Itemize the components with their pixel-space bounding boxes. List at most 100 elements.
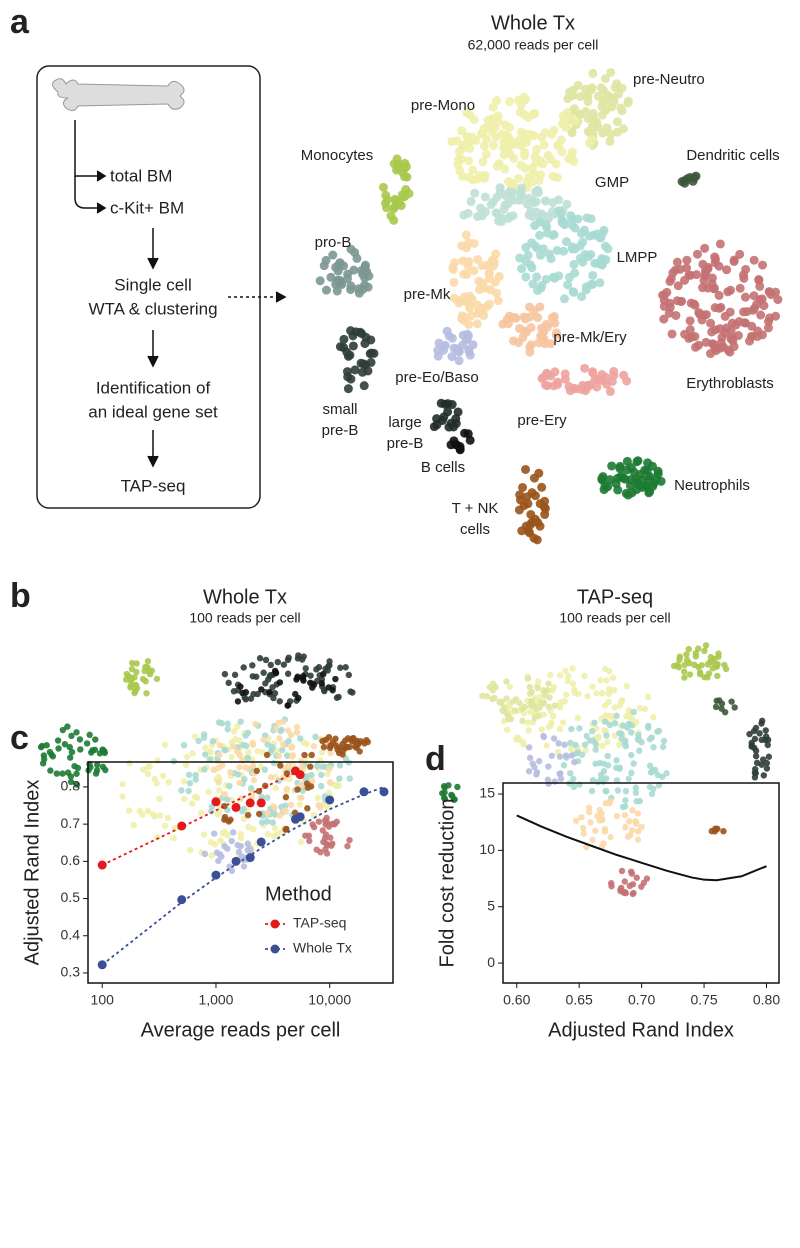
umap-point: [650, 714, 657, 721]
umap-point: [559, 246, 569, 256]
umap-point: [728, 698, 735, 705]
umap-point: [721, 708, 729, 716]
umap-point: [627, 868, 635, 875]
umap-point: [254, 690, 261, 698]
umap-point: [219, 830, 226, 837]
umap-point: [488, 197, 498, 207]
umap-point: [577, 292, 587, 302]
umap-point: [480, 283, 490, 293]
umap-point: [272, 784, 279, 792]
umap-point: [616, 741, 623, 749]
umap-point: [545, 723, 553, 731]
umap-point: [284, 670, 292, 677]
cluster-label: pre-Mk/Ery: [553, 329, 627, 346]
umap-point: [325, 663, 332, 670]
umap-point: [213, 849, 221, 856]
umap-point: [283, 752, 291, 759]
umap-point: [584, 138, 594, 148]
umap-point: [755, 281, 765, 291]
umap-point: [127, 674, 135, 682]
umap-point: [546, 339, 556, 349]
umap-point: [632, 789, 640, 797]
umap-point: [318, 680, 326, 687]
point: [97, 860, 107, 870]
umap-point: [126, 807, 133, 814]
umap-point: [602, 787, 609, 795]
umap-point: [746, 730, 753, 738]
umap-point: [264, 809, 271, 817]
point: [211, 797, 221, 807]
umap-point: [541, 692, 548, 699]
umap-point: [515, 253, 525, 263]
umap-point: [521, 137, 531, 147]
umap-point: [67, 773, 75, 780]
umap-point: [659, 314, 669, 324]
umap-point: [517, 264, 527, 274]
umap-point: [232, 735, 239, 743]
umap-point: [482, 134, 492, 144]
umap-point: [276, 679, 284, 686]
x-tick-label: 0.75: [690, 992, 717, 1008]
umap-point: [607, 376, 617, 386]
umap-point: [670, 662, 678, 670]
umap-point: [292, 690, 299, 698]
umap-point: [609, 674, 617, 682]
umap-point: [625, 706, 633, 714]
umap-point: [517, 526, 527, 536]
umap-point: [580, 363, 590, 373]
umap-point: [305, 832, 313, 839]
umap-point: [193, 794, 201, 802]
trend-line: [101, 769, 301, 866]
umap-point: [171, 825, 178, 832]
umap-point: [497, 129, 507, 139]
umap-point: [343, 384, 353, 394]
umap-point: [356, 748, 363, 755]
umap-point: [197, 809, 205, 817]
umap-point: [144, 763, 152, 771]
umap-point: [553, 140, 563, 150]
umap-point: [314, 794, 322, 802]
umap-point: [651, 766, 659, 774]
umap-point: [665, 276, 675, 286]
umap-point: [73, 781, 81, 788]
umap-point: [748, 739, 755, 747]
umap-point: [605, 136, 615, 146]
umap-point: [591, 719, 598, 726]
umap-point: [230, 743, 237, 750]
umap-point: [528, 195, 538, 205]
cluster-label: B cells: [421, 459, 465, 476]
umap-point: [229, 829, 237, 836]
umap-point: [336, 278, 346, 288]
umap-point: [309, 777, 316, 785]
umap-point: [279, 718, 287, 726]
umap-point: [614, 787, 622, 794]
umap-point: [616, 103, 626, 113]
umap-point: [271, 804, 278, 811]
y-tick-label: 15: [479, 785, 495, 801]
umap-point: [228, 753, 235, 761]
umap-point: [509, 195, 519, 205]
umap-point: [226, 863, 233, 870]
umap-point: [550, 712, 557, 720]
umap-point: [283, 785, 291, 793]
umap-point: [712, 661, 719, 669]
umap-point: [671, 310, 681, 320]
umap-point: [633, 874, 640, 881]
umap-point: [324, 770, 331, 778]
x-tick-label: 100: [91, 992, 115, 1008]
umap-point: [252, 720, 259, 728]
umap-point: [638, 823, 645, 831]
umap-point: [588, 68, 598, 78]
umap-point: [61, 740, 69, 748]
umap-point: [245, 823, 252, 831]
y-tick-label: 0.6: [61, 852, 81, 868]
umap-point: [589, 836, 596, 844]
umap-point: [749, 255, 759, 265]
umap-point: [699, 275, 709, 285]
umap-point: [716, 697, 723, 704]
umap-point: [515, 490, 525, 500]
cluster-label: pre-Ery: [517, 412, 567, 429]
umap-point: [536, 757, 543, 765]
umap-point: [139, 675, 147, 683]
umap-point: [255, 810, 263, 818]
